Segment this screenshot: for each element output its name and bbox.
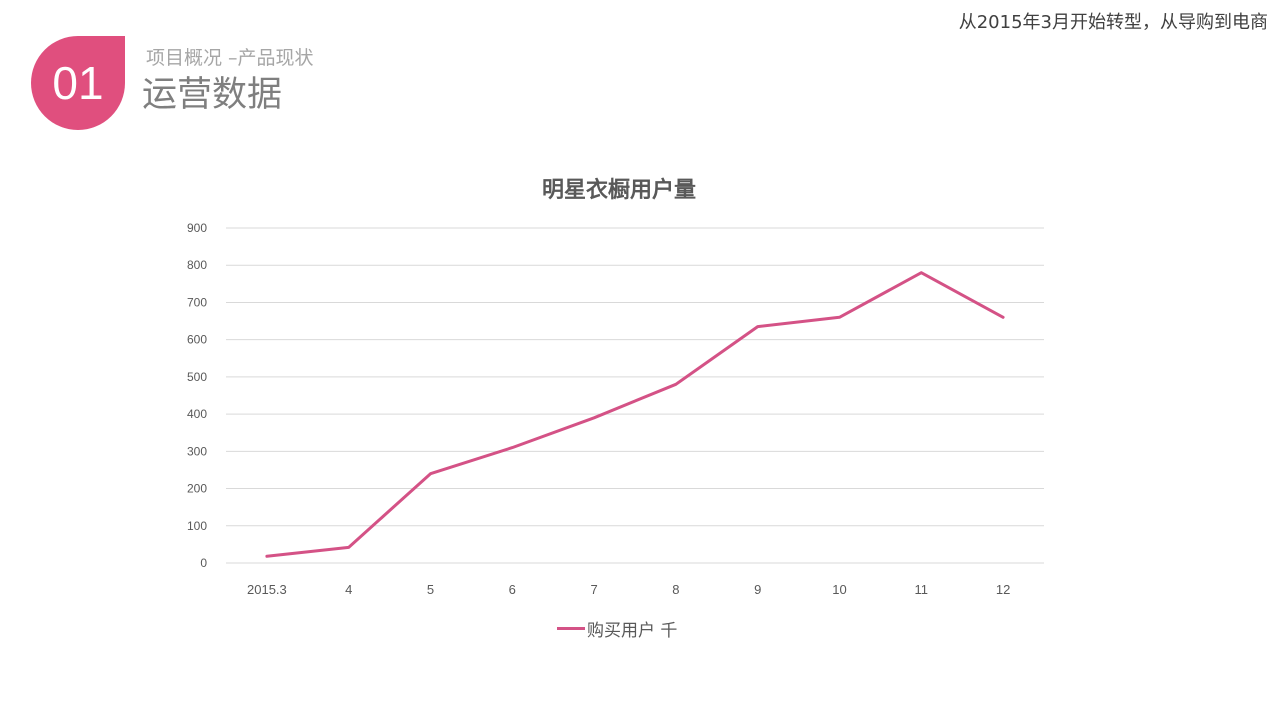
section-subtitle: 项目概况 –产品现状 [146, 47, 314, 69]
x-tick-label: 10 [832, 582, 846, 597]
legend-swatch [557, 627, 585, 630]
section-title: 运营数据 [142, 75, 283, 115]
chart-legend: 购买用户 千 [557, 616, 677, 641]
x-tick-label: 2015.3 [247, 582, 287, 597]
section-number: 01 [52, 57, 104, 109]
x-tick-label: 6 [509, 582, 516, 597]
y-tick-label: 400 [187, 407, 207, 421]
y-tick-label: 0 [200, 556, 207, 570]
x-tick-label: 12 [996, 582, 1010, 597]
x-tick-label: 4 [345, 582, 352, 597]
x-tick-label: 5 [427, 582, 434, 597]
section-number-badge: 01 [31, 36, 125, 130]
chart-title: 明星衣橱用户量 [541, 178, 696, 203]
y-tick-label: 800 [187, 258, 207, 272]
y-tick-label: 700 [187, 295, 207, 309]
y-tick-label: 600 [187, 333, 207, 347]
series-line [265, 271, 1005, 558]
x-tick-label: 8 [672, 582, 679, 597]
y-tick-label: 500 [187, 370, 207, 384]
legend-label: 购买用户 千 [587, 621, 678, 641]
y-tick-label: 200 [187, 482, 207, 496]
x-tick-label: 7 [590, 582, 597, 597]
x-tick-label: 9 [754, 582, 761, 597]
y-tick-label: 100 [187, 519, 207, 533]
top-right-note: 从2015年3月开始转型，从导购到电商 [958, 12, 1268, 33]
y-tick-label: 900 [187, 221, 207, 235]
x-tick-label: 11 [915, 582, 929, 597]
y-tick-label: 300 [187, 444, 207, 458]
